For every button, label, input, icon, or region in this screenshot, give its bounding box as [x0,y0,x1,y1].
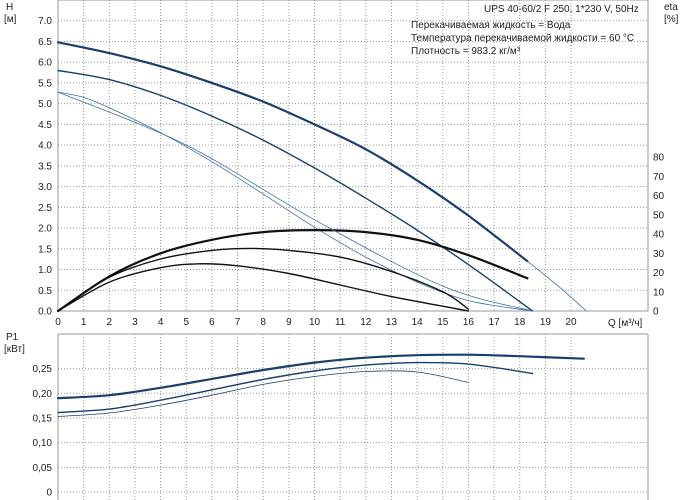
p1-curve-2 [57,370,469,417]
y-tick-label-h: 1.5 [38,244,52,255]
annotation-liquid: Перекачиваемая жидкость = Вода [411,20,571,31]
y-tick-label-p1: 0,10 [33,438,53,449]
y2-tick-label-eta: 10 [653,287,665,298]
annotation-density: Плотность = 983.2 кг/м³ [411,46,521,57]
x-tick-label: 6 [209,317,215,328]
h-curve-3 [57,91,533,312]
y-tick-label-h: 4.5 [38,120,52,131]
x-tick-label: 5 [183,317,189,328]
power-panel: 0 0,05 0,10 0,15 0,20 0,25 [33,333,649,500]
x-tick-label: 0 [55,317,61,328]
y2-tick-label-eta: 60 [653,191,665,202]
y2-tick-label-eta: 50 [653,210,665,221]
y-tick-label-h: 6.0 [38,58,52,69]
y-tick-label-h: 0.5 [38,286,52,297]
y-tick-label-p1: 0,20 [33,389,53,400]
y-axis-unit-h: [м] [4,14,17,25]
y-tick-label-h: 3.0 [38,182,52,193]
x-tick-label: 9 [286,317,292,328]
y-axis-unit-p1: [кВт] [4,344,25,355]
h-curve-7 [57,91,533,312]
y-axis-label-p1: P1 [6,332,19,343]
x-tick-label: 4 [158,317,164,328]
x-tick-label: 12 [360,317,372,328]
y2-tick-label-eta: 30 [653,249,665,260]
x-tick-label: 13 [386,317,398,328]
p1-curve-0 [56,353,585,400]
y2-tick-label-eta: 40 [653,230,665,241]
y-tick-label-h: 2.5 [38,203,52,214]
annotation-temperature: Температура перекачиваемой жидкости = 60… [411,33,634,44]
y2-tick-label-eta: 80 [653,153,665,164]
x-axis-label-q: Q [м³/ч] [608,318,643,329]
p1-curve-1 [57,361,534,414]
x-tick-label: 11 [335,317,346,328]
y-axis-label-h: H [6,2,13,13]
eta-curve-6 [57,263,470,312]
chart-title: UPS 40-60/2 F 250, 1*230 V, 50Hz [484,4,639,15]
x-tick-label: 15 [437,317,449,328]
h-curve-0 [56,41,529,263]
y-tick-label-p1: 0,05 [33,463,53,474]
eta-curve-5 [57,247,470,312]
eta-curve-4 [56,228,529,313]
y-tick-label-h: 5.0 [38,99,52,110]
x-tick-label: 18 [514,317,526,328]
y2-tick-label-eta: 70 [653,172,665,183]
plot-frame-top [57,0,649,312]
x-tick-label: 2 [107,317,113,328]
y-tick-label-h: 1.0 [38,265,52,276]
y-tick-label-h: 5.5 [38,78,52,89]
y-tick-label-h: 7.0 [38,16,52,27]
head-efficiency-panel: 0 1 2 3 4 5 6 7 8 9 10 11 12 13 14 15 16 17 18 19 200.00.51.… [38,0,665,328]
x-tick-label: 19 [540,317,552,328]
x-tick-label: 14 [412,317,424,328]
x-tick-label: 3 [132,317,138,328]
y-tick-label-h: 2.0 [38,224,52,235]
y-tick-label-h: 0.0 [38,307,52,318]
y-tick-label-p1: 0,25 [33,364,53,375]
h-curve-extension [527,260,587,312]
y-tick-label-h: 6.5 [38,37,52,48]
x-tick-label: 17 [489,317,501,328]
x-tick-label: 20 [565,317,577,328]
y-tick-label-p1: 0,15 [33,413,53,424]
y2-axis-label-eta: eta [664,2,678,13]
y2-tick-label-eta: 20 [653,268,665,279]
x-tick-label: 10 [309,317,321,328]
x-tick-label: 8 [260,317,266,328]
x-tick-label: 7 [235,317,241,328]
y-tick-label-h: 3.5 [38,161,52,172]
x-tick-label: 16 [463,317,475,328]
y2-axis-unit-eta: [%] [664,14,679,25]
x-tick-label: 1 [81,317,87,328]
y-tick-label-h: 4.0 [38,141,52,152]
y-tick-label-p1: 0 [46,488,52,499]
h-curve-2 [57,69,534,312]
y2-tick-label-eta: 0 [653,307,659,318]
